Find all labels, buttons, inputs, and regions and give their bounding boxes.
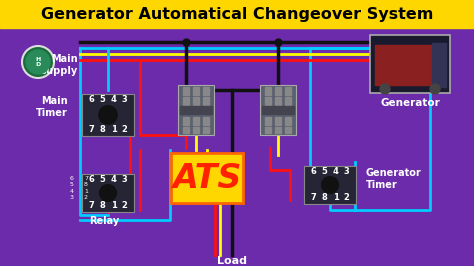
Text: 6: 6 [310, 168, 317, 177]
Circle shape [26, 50, 50, 74]
Text: H
D: H D [36, 57, 41, 67]
Circle shape [430, 84, 440, 94]
Bar [193, 87, 199, 95]
Text: 8: 8 [100, 202, 105, 210]
Circle shape [99, 106, 117, 124]
Text: 8: 8 [100, 126, 105, 135]
Bar [193, 127, 199, 133]
Bar [375, 45, 435, 85]
Text: 3: 3 [122, 176, 128, 185]
Bar [370, 35, 450, 93]
Bar [183, 97, 189, 105]
Text: Generator
Timer: Generator Timer [366, 168, 422, 190]
Text: 6
5
4
3: 6 5 4 3 [70, 176, 74, 200]
Bar [285, 97, 291, 105]
Text: 1: 1 [333, 193, 338, 202]
FancyBboxPatch shape [178, 85, 214, 135]
Bar [183, 87, 189, 95]
Text: 4: 4 [333, 168, 338, 177]
Bar [183, 127, 189, 133]
Text: 5: 5 [100, 95, 105, 105]
Text: 2: 2 [121, 126, 128, 135]
Bar [193, 97, 199, 105]
Text: 8: 8 [322, 193, 328, 202]
Text: 3: 3 [122, 95, 128, 105]
Bar [262, 106, 294, 114]
Bar [203, 97, 209, 105]
Text: 7
8
1
2: 7 8 1 2 [84, 176, 88, 200]
Text: 6: 6 [89, 95, 94, 105]
Circle shape [22, 46, 54, 78]
Text: 3: 3 [344, 168, 349, 177]
Text: 4: 4 [110, 95, 117, 105]
FancyBboxPatch shape [82, 174, 134, 212]
Circle shape [100, 185, 116, 201]
Text: 5: 5 [100, 176, 105, 185]
Text: Main
Supply: Main Supply [40, 54, 78, 76]
Bar [203, 127, 209, 133]
Text: ATS: ATS [173, 161, 242, 194]
Text: 4: 4 [110, 176, 117, 185]
Bar [265, 97, 271, 105]
Bar [183, 117, 189, 125]
Text: 7: 7 [89, 202, 94, 210]
Bar [275, 117, 281, 125]
Bar [265, 87, 271, 95]
Text: 6: 6 [89, 176, 94, 185]
FancyBboxPatch shape [82, 94, 134, 136]
Bar [275, 127, 281, 133]
Bar [265, 127, 271, 133]
Text: Relay: Relay [89, 216, 119, 226]
Text: Generator Automatical Changeover System: Generator Automatical Changeover System [41, 6, 433, 22]
Bar [193, 117, 199, 125]
Text: Main
Timer: Main Timer [36, 96, 68, 118]
Text: 7: 7 [310, 193, 316, 202]
Bar [275, 97, 281, 105]
Bar [203, 87, 209, 95]
Circle shape [322, 177, 338, 193]
Text: 1: 1 [110, 126, 117, 135]
FancyBboxPatch shape [171, 153, 243, 203]
Bar [285, 117, 291, 125]
Bar [0, 0, 474, 28]
Text: 5: 5 [321, 168, 328, 177]
Bar [265, 117, 271, 125]
Text: Generator: Generator [380, 98, 440, 108]
Circle shape [380, 84, 390, 94]
Bar [275, 87, 281, 95]
Bar [285, 87, 291, 95]
Bar [432, 43, 446, 87]
Text: Load: Load [217, 256, 247, 266]
Bar [203, 117, 209, 125]
Text: 7: 7 [89, 126, 94, 135]
Text: 2: 2 [121, 202, 128, 210]
Bar [180, 106, 212, 114]
FancyBboxPatch shape [260, 85, 296, 135]
FancyBboxPatch shape [304, 166, 356, 204]
Text: 1: 1 [110, 202, 117, 210]
Text: 2: 2 [344, 193, 349, 202]
Bar [285, 127, 291, 133]
